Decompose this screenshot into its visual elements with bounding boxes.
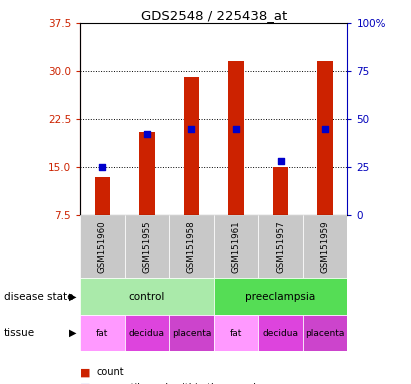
Text: GSM151960: GSM151960 — [98, 220, 107, 273]
Text: placenta: placenta — [305, 329, 345, 338]
Text: GSM151957: GSM151957 — [276, 220, 285, 273]
Bar — [169, 215, 214, 278]
Bar — [184, 78, 199, 215]
Bar — [214, 215, 258, 278]
Bar — [228, 61, 244, 215]
Bar — [258, 315, 303, 351]
Text: GSM151959: GSM151959 — [321, 220, 330, 273]
Text: control: control — [129, 291, 165, 302]
Point — [99, 164, 106, 170]
Bar — [125, 315, 169, 351]
Bar — [139, 132, 155, 215]
Text: GSM151961: GSM151961 — [231, 220, 240, 273]
Bar — [125, 215, 169, 278]
Text: fat: fat — [230, 329, 242, 338]
Bar — [169, 315, 214, 351]
Text: ■: ■ — [80, 383, 91, 384]
Text: tissue: tissue — [4, 328, 35, 338]
Point — [144, 131, 150, 137]
Text: disease state: disease state — [4, 291, 74, 302]
Text: GSM151955: GSM151955 — [143, 220, 151, 273]
Text: decidua: decidua — [129, 329, 165, 338]
Text: preeclampsia: preeclampsia — [245, 291, 316, 302]
Point — [322, 126, 328, 132]
Text: placenta: placenta — [172, 329, 211, 338]
Bar — [80, 315, 125, 351]
Title: GDS2548 / 225438_at: GDS2548 / 225438_at — [141, 9, 287, 22]
Bar — [80, 215, 125, 278]
Bar — [303, 215, 347, 278]
Text: ▶: ▶ — [69, 328, 76, 338]
Text: GSM151958: GSM151958 — [187, 220, 196, 273]
Bar — [317, 61, 333, 215]
Point — [188, 126, 195, 132]
Bar — [258, 215, 303, 278]
Bar — [214, 315, 258, 351]
Bar — [95, 177, 110, 215]
Bar — [303, 315, 347, 351]
Text: fat: fat — [96, 329, 109, 338]
Bar — [80, 278, 214, 315]
Text: ■: ■ — [80, 367, 91, 377]
Text: ▶: ▶ — [69, 291, 76, 302]
Text: percentile rank within the sample: percentile rank within the sample — [97, 383, 261, 384]
Bar — [273, 167, 288, 215]
Bar — [214, 278, 347, 315]
Point — [233, 126, 239, 132]
Point — [277, 158, 284, 164]
Text: count: count — [97, 367, 124, 377]
Text: decidua: decidua — [263, 329, 298, 338]
